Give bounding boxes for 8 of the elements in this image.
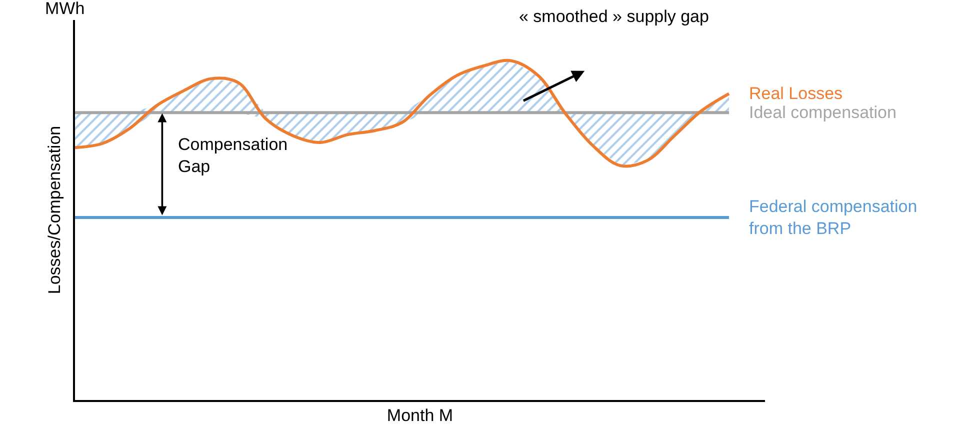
y-axis-title: Losses/Compensation <box>45 126 64 294</box>
series-label: Real Losses <box>749 84 843 103</box>
annotation: Compensation Gap <box>178 135 288 176</box>
series-label: Federal compensation from the BRP <box>749 197 918 238</box>
text: MWh <box>45 0 85 18</box>
text: « smoothed » supply gap <box>519 7 709 26</box>
x-axis-title: Month M <box>386 406 454 425</box>
series-label: Ideal compensation <box>749 103 896 122</box>
